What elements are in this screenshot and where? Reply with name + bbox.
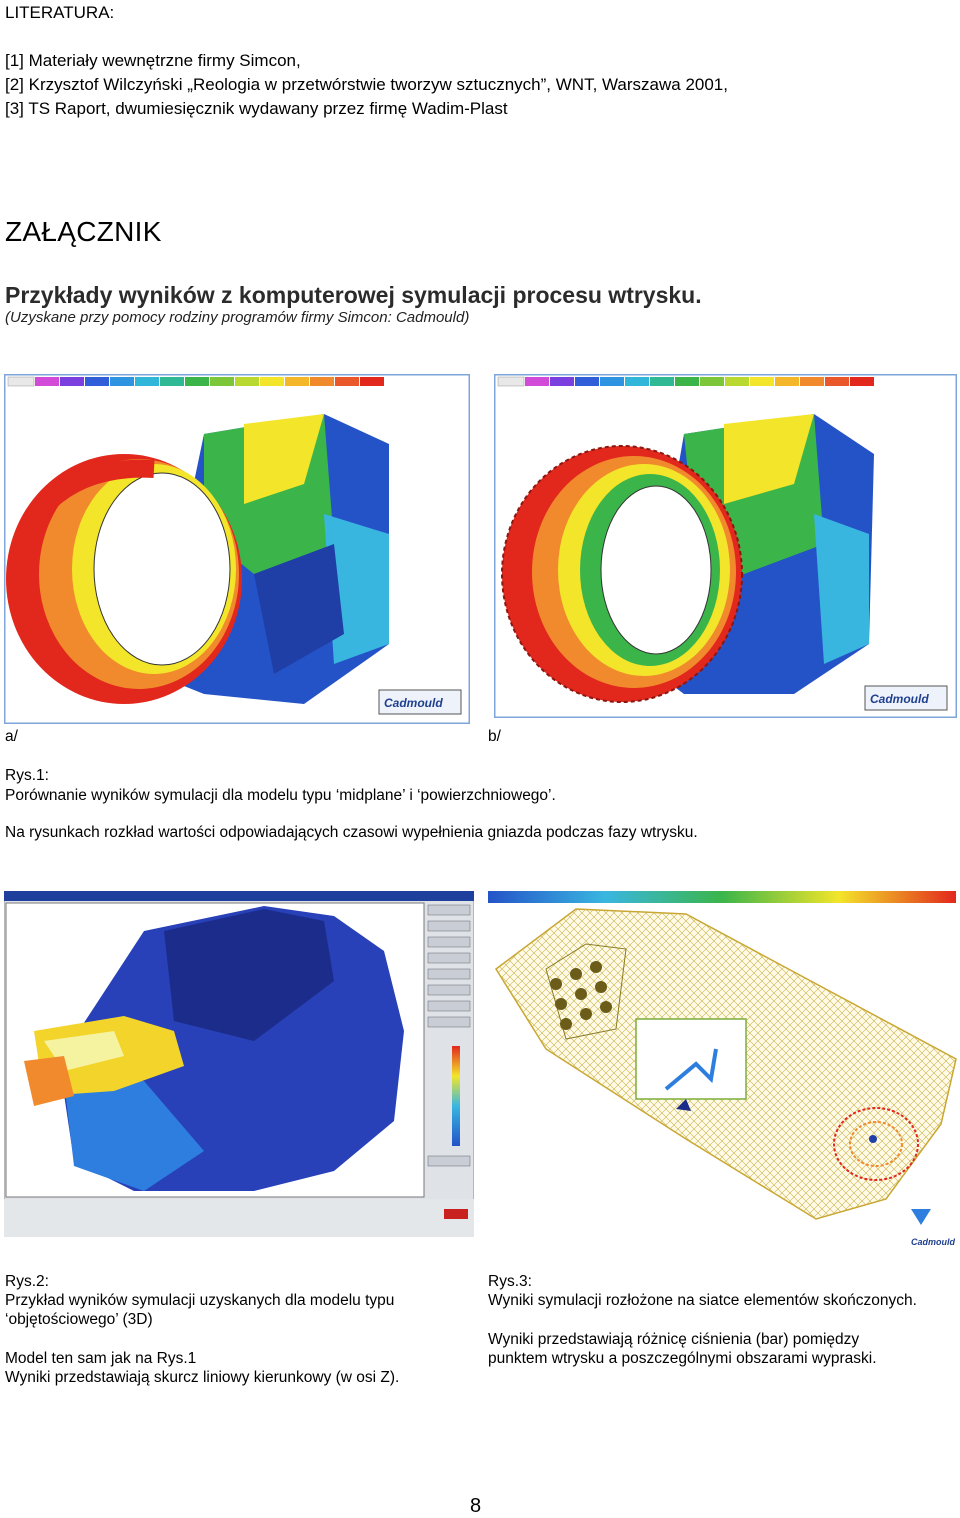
- legend-bar: [7, 376, 384, 387]
- figure-1-caption-title: Rys.1:: [5, 767, 49, 784]
- figure-3-caption-line-1: Wyniki symulacji rozłożone na siatce ele…: [488, 1292, 917, 1309]
- figure-2-caption-line-2: ‘objętościowego’ (3D): [5, 1311, 153, 1328]
- figure-3-caption-line-3: Wyniki przedstawiają różnicę ciśnienia (…: [488, 1331, 860, 1348]
- cadmould-logo-text: Cadmould: [870, 692, 929, 706]
- cadmould-logo-text: Cadmould: [384, 696, 443, 710]
- figure-2-caption-line-4: Model ten sam jak na Rys.1: [5, 1350, 197, 1367]
- legend-bar: [497, 376, 874, 387]
- figure-1b-label: b/: [488, 728, 501, 745]
- page-number: 8: [470, 1495, 482, 1517]
- figure-3-caption-line-4: punktem wtrysku a poszczególnymi obszara…: [488, 1350, 877, 1367]
- literature-item-2: [2] Krzysztof Wilczyński „Reologia w prz…: [5, 75, 728, 94]
- figure-1-caption-line-1: Porównanie wyników symulacji dla modelu …: [5, 787, 556, 804]
- figure-3-image: Cadmould: [486, 889, 958, 1251]
- literature-item-1: [1] Materiały wewnętrzne firmy Simcon,: [5, 51, 301, 70]
- figure-1a-label: a/: [5, 728, 18, 745]
- literature-heading: LITERATURA:: [5, 3, 115, 22]
- figure-2-image: [4, 891, 474, 1237]
- literature-item-3: [3] TS Raport, dwumiesięcznik wydawany p…: [5, 99, 508, 118]
- appendix-title: ZAŁĄCZNIK: [5, 216, 162, 247]
- figure-2-caption-line-1: Przykład wyników symulacji uzyskanych dl…: [5, 1292, 395, 1309]
- figure-1-caption-line-2: Na rysunkach rozkład wartości odpowiadaj…: [5, 824, 698, 841]
- appendix-subtitle: Przykłady wyników z komputerowej symulac…: [5, 282, 702, 308]
- figure-1b-image: Cadmould: [494, 374, 957, 718]
- figure-2-caption-title: Rys.2:: [5, 1273, 49, 1290]
- figure-2-caption-line-5: Wyniki przedstawiają skurcz liniowy kier…: [5, 1369, 400, 1386]
- appendix-note: (Uzyskane przy pomocy rodziny programów …: [5, 309, 470, 326]
- figure-1a-image: Cadmould: [4, 374, 470, 724]
- figure-3-caption-title: Rys.3:: [488, 1273, 532, 1290]
- cadmould-logo-text: Cadmould: [911, 1237, 956, 1247]
